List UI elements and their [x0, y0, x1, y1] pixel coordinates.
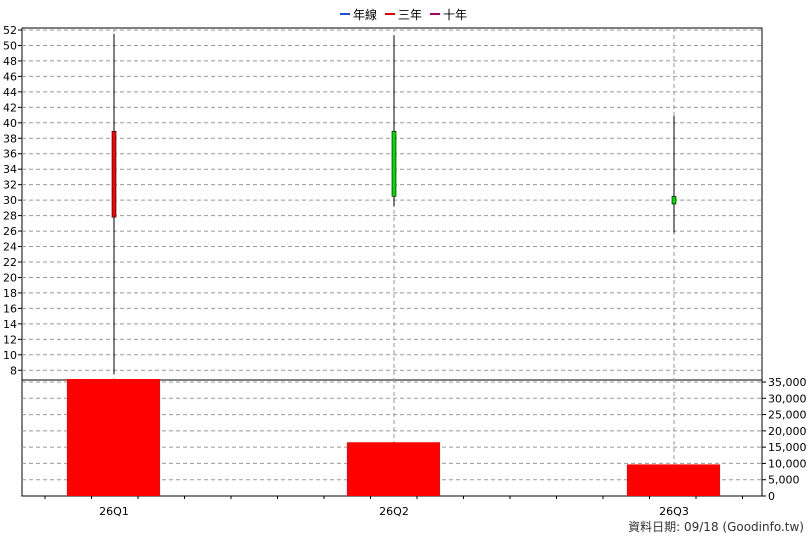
- price-tick-label: 18: [3, 287, 17, 300]
- legend-label: 年線: [353, 7, 377, 22]
- volume-tick-label: 0: [768, 490, 775, 503]
- x-tick-label: 26Q2: [379, 505, 409, 518]
- legend-label: 十年: [443, 8, 467, 22]
- price-tick-label: 38: [3, 132, 17, 145]
- price-tick-label: 20: [3, 271, 17, 284]
- price-tick-label: 8: [10, 364, 17, 377]
- x-axis: 26Q1 26Q2 26Q3: [44, 496, 743, 518]
- volume-bar: [347, 442, 440, 496]
- price-tick-label: 10: [3, 349, 17, 362]
- price-tick-label: 16: [3, 302, 17, 315]
- data-date-footer: 資料日期: 09/18 (Goodinfo.tw): [628, 520, 804, 534]
- price-tick-label: 26: [3, 225, 17, 238]
- price-tick-label: 36: [3, 148, 17, 161]
- candle-body: [671, 195, 677, 205]
- volume-tick-label: 35,000: [768, 376, 807, 389]
- volume-axis: 0 5,000 10,000 15,000 20,000 25,000 30,000 35,0…: [762, 376, 807, 503]
- price-tick-label: 42: [3, 101, 17, 114]
- price-tick-label: 12: [3, 333, 17, 346]
- volume-tick-label: 25,000: [768, 409, 807, 422]
- price-tick-label: 34: [3, 163, 17, 176]
- candlesticks: [111, 33, 677, 375]
- price-tick-label: 22: [3, 256, 17, 269]
- x-tick-label: 26Q1: [99, 505, 129, 518]
- volume-tick-label: 15,000: [768, 441, 807, 454]
- volume-bar: [67, 379, 160, 496]
- volume-tick-label: 20,000: [768, 425, 807, 438]
- volume-tick-label: 5,000: [768, 474, 800, 487]
- price-axis: 8 10 12 14 16 18 20 22 24 26 28 30 32 34 36 38 40 42 44 46 4…: [3, 24, 22, 377]
- chart-grid: [21, 27, 763, 497]
- candle-body: [111, 131, 117, 218]
- price-tick-label: 14: [3, 318, 17, 331]
- volume-bar: [627, 464, 720, 496]
- price-tick-label: 24: [3, 241, 17, 254]
- price-tick-label: 48: [3, 55, 17, 68]
- price-tick-label: 32: [3, 179, 17, 192]
- price-tick-label: 50: [3, 39, 17, 52]
- chart-legend: 年線 三年 十年: [340, 7, 467, 22]
- price-tick-label: 40: [3, 117, 17, 130]
- volume-tick-label: 10,000: [768, 457, 807, 470]
- legend-label: 三年: [398, 8, 422, 22]
- price-tick-label: 30: [3, 194, 17, 207]
- volume-bars: [67, 379, 720, 496]
- price-tick-label: 44: [3, 86, 17, 99]
- price-tick-label: 52: [3, 24, 17, 37]
- candle-body: [391, 131, 397, 197]
- x-tick-label: 26Q3: [659, 505, 689, 518]
- price-tick-label: 46: [3, 70, 17, 83]
- volume-tick-label: 30,000: [768, 392, 807, 405]
- price-tick-label: 28: [3, 210, 17, 223]
